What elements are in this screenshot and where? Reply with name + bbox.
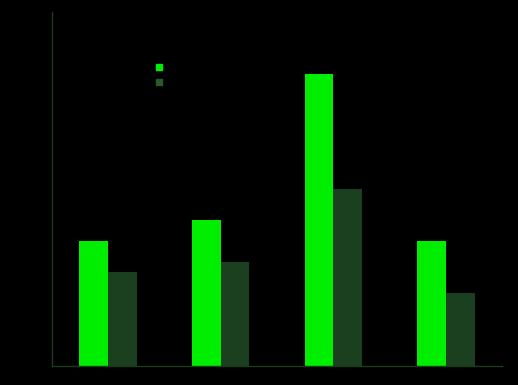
Bar	[192, 220, 221, 366]
Bar	[418, 241, 446, 366]
Legend: , : ,	[156, 62, 165, 87]
Bar	[79, 241, 108, 366]
Bar	[446, 293, 475, 366]
Bar	[221, 261, 250, 366]
Bar	[334, 189, 362, 366]
Bar	[305, 74, 334, 366]
Bar	[108, 272, 137, 366]
